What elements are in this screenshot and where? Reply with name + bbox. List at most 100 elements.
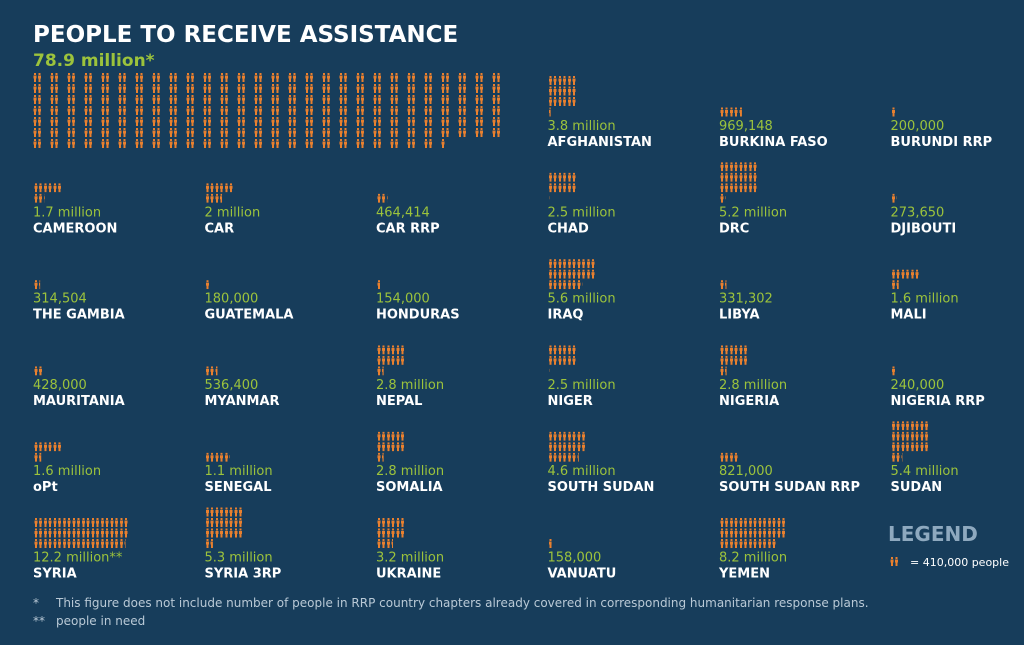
country-name: NEPAL	[376, 394, 422, 409]
person-icon	[288, 95, 296, 104]
person-shape	[72, 518, 80, 527]
person-shape	[568, 345, 576, 355]
person-icon	[305, 128, 313, 137]
person-icon	[377, 528, 385, 538]
person-icon	[254, 73, 262, 82]
person-shape	[558, 183, 566, 193]
person-icon	[387, 442, 395, 452]
person-shape	[458, 106, 466, 115]
person-shape	[206, 539, 213, 548]
person-icon	[377, 442, 385, 452]
person-icon	[458, 117, 466, 126]
person-shape	[377, 528, 385, 538]
person-shape	[288, 128, 296, 137]
person-icon	[390, 106, 398, 115]
footnote-mark: **	[33, 614, 45, 628]
person-icon	[568, 97, 576, 106]
person-shape	[203, 84, 211, 93]
person-icon	[152, 139, 160, 148]
person-shape	[739, 183, 747, 193]
person-icon	[339, 95, 347, 104]
country-name: VANUATU	[548, 567, 617, 582]
country-value: 428,000	[33, 378, 87, 393]
person-icon	[407, 139, 415, 148]
person-icon	[568, 259, 576, 269]
person-icon	[101, 139, 109, 148]
person-icon	[407, 95, 415, 104]
person-shape	[377, 518, 385, 527]
country-value: 5.4 million	[891, 464, 959, 479]
person-icon	[458, 106, 466, 115]
person-icon	[407, 106, 415, 115]
person-shape	[407, 84, 415, 93]
person-icon	[558, 431, 566, 441]
person-icon	[220, 73, 228, 82]
person-icon	[186, 128, 194, 137]
person-icon	[237, 117, 245, 126]
person-icon	[730, 528, 738, 538]
person-shape	[50, 73, 58, 82]
person-icon	[63, 528, 71, 538]
person-shape	[254, 139, 262, 148]
person-icon	[152, 106, 160, 115]
person-shape	[549, 196, 550, 200]
person-shape	[587, 259, 595, 269]
person-shape	[720, 280, 727, 290]
person-icon	[237, 106, 245, 115]
person-icon	[288, 84, 296, 93]
person-icon	[920, 431, 928, 441]
person-icon	[377, 193, 385, 203]
person-icon	[441, 95, 449, 104]
person-icon	[920, 442, 928, 452]
person-shape	[237, 106, 245, 115]
person-shape	[237, 84, 245, 93]
person-icon	[549, 345, 557, 355]
person-icon	[892, 269, 900, 279]
person-shape	[53, 528, 61, 538]
person-shape	[237, 128, 245, 137]
person-shape	[101, 539, 109, 548]
person-icon	[377, 355, 385, 365]
person-shape	[739, 518, 747, 527]
person-shape	[549, 452, 557, 462]
person-icon	[549, 452, 557, 462]
person-shape	[206, 507, 214, 517]
person-shape	[558, 172, 566, 182]
person-icon	[44, 518, 52, 527]
person-icon	[186, 106, 194, 115]
country-value: 3.8 million	[548, 119, 616, 134]
person-icon	[44, 183, 52, 193]
country-name: UKRAINE	[376, 567, 441, 582]
person-icon	[730, 345, 738, 355]
person-icon	[558, 442, 566, 452]
person-icon	[101, 539, 109, 548]
person-icon	[492, 84, 500, 93]
person-icon	[568, 76, 576, 85]
person-icon	[492, 73, 500, 82]
person-icon	[84, 95, 92, 104]
country-value: 4.6 million	[548, 464, 616, 479]
person-shape	[120, 528, 128, 538]
person-shape	[215, 193, 223, 203]
person-shape	[84, 106, 92, 115]
person-shape	[768, 539, 776, 548]
person-shape	[720, 107, 728, 117]
person-icon	[739, 355, 747, 365]
person-icon	[568, 172, 576, 182]
person-shape	[118, 73, 126, 82]
person-icon	[53, 539, 61, 548]
person-shape	[34, 518, 42, 527]
person-icon	[892, 366, 895, 376]
person-shape	[356, 106, 364, 115]
person-icon	[339, 128, 347, 137]
person-icon	[549, 76, 557, 85]
person-shape	[135, 84, 143, 93]
person-icon	[777, 528, 785, 538]
person-icon	[549, 196, 550, 200]
person-shape	[577, 280, 583, 290]
person-icon	[758, 539, 766, 548]
person-shape	[67, 139, 75, 148]
person-icon	[152, 117, 160, 126]
person-icon	[206, 507, 214, 517]
person-shape	[749, 518, 757, 527]
